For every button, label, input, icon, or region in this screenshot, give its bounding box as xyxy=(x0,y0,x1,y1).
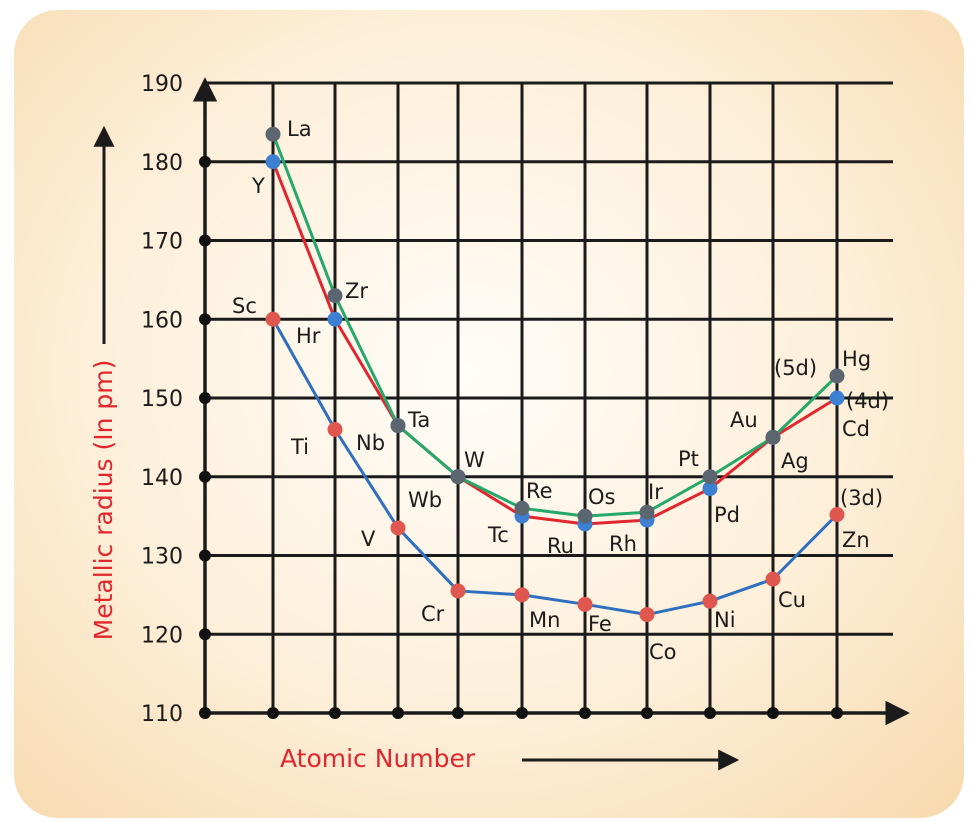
point-label: La xyxy=(287,117,312,141)
data-point xyxy=(765,571,781,587)
data-point xyxy=(265,311,281,327)
point-label: Sc xyxy=(232,294,257,318)
point-label: Ni xyxy=(714,608,736,632)
data-point xyxy=(327,311,343,327)
point-label: Hr xyxy=(296,324,321,348)
point-label: Zr xyxy=(345,279,368,303)
point-label: Au xyxy=(730,408,758,432)
data-point xyxy=(577,596,593,612)
point-label: Rh xyxy=(609,532,637,556)
y-tick-dot xyxy=(199,313,211,326)
x-tick-dot xyxy=(329,707,341,719)
point-label: Pd xyxy=(714,503,740,527)
series-line xyxy=(271,161,838,526)
x-tick-dot xyxy=(767,707,779,719)
point-label: Tc xyxy=(487,523,509,547)
data-point xyxy=(265,154,281,170)
point-label: Ag xyxy=(781,449,809,473)
y-tick-label: 130 xyxy=(141,545,183,570)
series xyxy=(265,126,845,623)
y-tick-dot xyxy=(199,707,211,719)
x-tick-dot xyxy=(452,707,464,719)
data-point xyxy=(390,520,406,536)
data-point xyxy=(765,429,781,445)
point-label: Cu xyxy=(778,588,806,612)
y-tick-dot xyxy=(199,470,211,483)
y-tick-label: 120 xyxy=(141,623,183,648)
data-point xyxy=(702,469,718,485)
data-point xyxy=(639,504,655,520)
data-point xyxy=(829,390,845,406)
point-label: Zn xyxy=(842,528,870,552)
y-tick-label: 170 xyxy=(141,230,183,255)
point-label: Ta xyxy=(407,408,430,432)
y-tick-label: 110 xyxy=(141,702,183,727)
y-tick-dot xyxy=(199,234,211,247)
point-label: Os xyxy=(588,485,615,509)
y-tick-label: 140 xyxy=(141,466,183,491)
point-label: Wb xyxy=(408,488,442,512)
point-label: W xyxy=(464,448,485,472)
data-point xyxy=(702,481,718,497)
point-label: Cd xyxy=(842,417,870,441)
x-tick-dot xyxy=(831,707,843,719)
data-point xyxy=(390,418,406,434)
point-label: Co xyxy=(649,640,677,664)
data-point xyxy=(829,368,845,384)
point-label: Hg xyxy=(842,347,871,371)
point-label: V xyxy=(361,527,376,551)
point-label: Fe xyxy=(588,612,612,636)
y-tick-labels: 110 120 130 140 150 160 170 180 190 xyxy=(141,72,183,727)
grid xyxy=(205,81,893,713)
y-tick-dot xyxy=(199,392,211,404)
x-tick-dot xyxy=(392,707,404,719)
data-point xyxy=(514,587,530,603)
data-point xyxy=(514,500,530,516)
point-label: Ti xyxy=(290,435,309,459)
y-tick-label: 150 xyxy=(141,387,183,412)
chart-card xyxy=(14,10,964,818)
y-tick-label: 190 xyxy=(141,72,183,97)
y-tick-dot xyxy=(199,155,211,168)
x-tick-dot xyxy=(516,707,528,719)
y-tick-dot xyxy=(199,628,211,641)
point-label: (5d) xyxy=(774,356,817,380)
point-label: Re xyxy=(526,479,553,503)
x-tick-dot xyxy=(579,707,591,719)
point-label: Nb xyxy=(356,431,385,455)
data-point xyxy=(639,607,655,623)
point-label: Ru xyxy=(547,534,574,558)
point-label: Mn xyxy=(529,608,560,632)
axes xyxy=(192,77,910,726)
data-point xyxy=(450,469,466,485)
point-label: Pt xyxy=(678,447,699,471)
point-label: Ir xyxy=(648,480,663,504)
x-tick-dot xyxy=(704,707,716,719)
point-label: (4d) xyxy=(846,389,889,413)
data-point xyxy=(577,508,593,524)
series-line xyxy=(271,318,839,617)
y-tick-label: 160 xyxy=(141,308,183,333)
y-tick-dot xyxy=(199,549,211,562)
series-line xyxy=(271,133,839,518)
x-tick-dot xyxy=(641,707,653,719)
point-label: Cr xyxy=(421,602,445,626)
x-tick-dot xyxy=(267,707,279,719)
point-labels: La Y Sc Zr Hr Ti Nb Ta V Wb W Cr Re Tc Mn Os Ru Fe Ir Rh Co P… xyxy=(232,117,889,664)
data-point xyxy=(327,288,343,304)
y-axis-title: Metallic radius (In pm) xyxy=(89,360,118,641)
point-label: (3d) xyxy=(840,486,883,510)
y-tick-label: 180 xyxy=(141,151,183,176)
data-point xyxy=(265,126,281,142)
data-point xyxy=(829,507,845,523)
data-point xyxy=(450,583,466,599)
data-point xyxy=(702,593,718,609)
x-axis-title: Atomic Number xyxy=(280,744,476,773)
data-point xyxy=(327,422,343,437)
point-label: Y xyxy=(251,174,265,198)
